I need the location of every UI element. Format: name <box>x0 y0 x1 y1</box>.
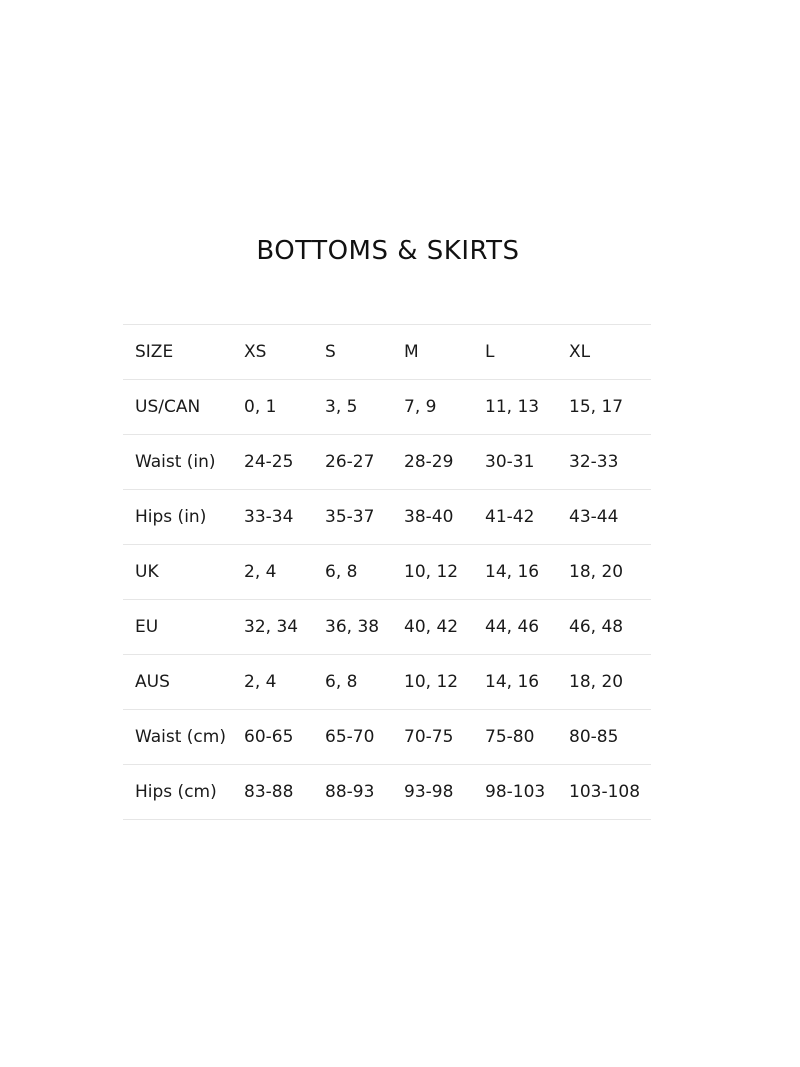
table-cell: 10, 12 <box>404 672 459 692</box>
table-cell: 38-40 <box>404 507 454 527</box>
table-cell: 65-70 <box>325 727 375 747</box>
table-cell: 83-88 <box>244 782 294 802</box>
table-cell: 10, 12 <box>404 562 459 582</box>
table-row: AUS 2, 4 6, 8 10, 12 14, 16 18, 20 <box>123 655 651 710</box>
table-cell: 32, 34 <box>244 617 299 637</box>
table-cell: S <box>325 342 336 362</box>
table-cell: 6, 8 <box>325 562 358 582</box>
row-label: US/CAN <box>135 397 201 417</box>
table-cell: 46, 48 <box>569 617 624 637</box>
table-cell: 28-29 <box>404 452 454 472</box>
table-cell: 40, 42 <box>404 617 459 637</box>
table-cell: M <box>404 342 419 362</box>
table-cell: XS <box>244 342 267 362</box>
row-label: EU <box>135 617 159 637</box>
table-row: US/CAN 0, 1 3, 5 7, 9 11, 13 15, 17 <box>123 380 651 435</box>
table-cell: 2, 4 <box>244 672 277 692</box>
table-cell: 70-75 <box>404 727 454 747</box>
table-cell: 24-25 <box>244 452 294 472</box>
table-cell: 14, 16 <box>485 562 540 582</box>
table-cell: 11, 13 <box>485 397 540 417</box>
table-row: Hips (in) 33-34 35-37 38-40 41-42 43-44 <box>123 490 651 545</box>
table-cell: 26-27 <box>325 452 375 472</box>
row-label: AUS <box>135 672 170 692</box>
table-row: UK 2, 4 6, 8 10, 12 14, 16 18, 20 <box>123 545 651 600</box>
table-cell: 33-34 <box>244 507 294 527</box>
table-cell: 98-103 <box>485 782 546 802</box>
table-cell: 0, 1 <box>244 397 277 417</box>
row-label: Hips (in) <box>135 507 207 527</box>
table-header-row: SIZE XS S M L XL <box>123 325 651 380</box>
table-cell: 2, 4 <box>244 562 277 582</box>
table-cell: 36, 38 <box>325 617 380 637</box>
table-cell: 18, 20 <box>569 562 624 582</box>
table-cell: 32-33 <box>569 452 619 472</box>
row-label: Waist (in) <box>135 452 216 472</box>
table-cell: 30-31 <box>485 452 535 472</box>
table-cell: 14, 16 <box>485 672 540 692</box>
table-cell: 15, 17 <box>569 397 624 417</box>
table-cell: 35-37 <box>325 507 375 527</box>
table-cell: 44, 46 <box>485 617 540 637</box>
table-cell: 80-85 <box>569 727 619 747</box>
page-title: BOTTOMS & SKIRTS <box>256 236 520 266</box>
table-cell: 88-93 <box>325 782 375 802</box>
row-label: UK <box>135 562 159 582</box>
table-cell: 103-108 <box>569 782 641 802</box>
size-chart-table: SIZE XS S M L XL US/CAN 0, 1 3, 5 7, 9 11, 13 15, 1… <box>123 324 651 820</box>
table-cell: 75-80 <box>485 727 535 747</box>
table-cell: 93-98 <box>404 782 454 802</box>
table-cell: 3, 5 <box>325 397 358 417</box>
table-row: Waist (cm) 60-65 65-70 70-75 75-80 80-85 <box>123 710 651 765</box>
table-cell: 18, 20 <box>569 672 624 692</box>
table-row: Waist (in) 24-25 26-27 28-29 30-31 32-33 <box>123 435 651 490</box>
table-cell: 60-65 <box>244 727 294 747</box>
table-cell: XL <box>569 342 591 362</box>
table-cell: 6, 8 <box>325 672 358 692</box>
table-row: Hips (cm) 83-88 88-93 93-98 98-103 103-108 <box>123 765 651 820</box>
row-label: Hips (cm) <box>135 782 217 802</box>
table-cell: 7, 9 <box>404 397 437 417</box>
row-label: SIZE <box>135 342 174 362</box>
table-cell: 43-44 <box>569 507 619 527</box>
table-cell: 41-42 <box>485 507 535 527</box>
row-label: Waist (cm) <box>135 727 226 747</box>
table-row: EU 32, 34 36, 38 40, 42 44, 46 46, 48 <box>123 600 651 655</box>
table-cell: L <box>485 342 495 362</box>
